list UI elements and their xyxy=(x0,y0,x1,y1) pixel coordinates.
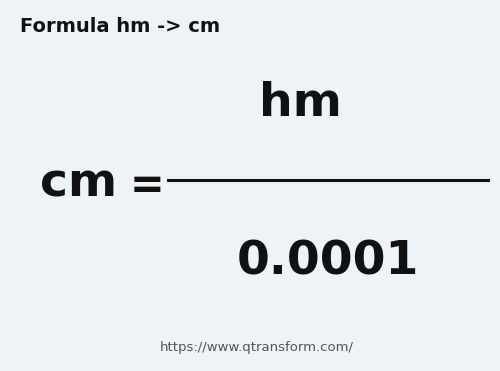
Text: cm: cm xyxy=(40,161,117,206)
Text: https://www.qtransform.com/: https://www.qtransform.com/ xyxy=(160,341,354,354)
Text: =: = xyxy=(130,164,165,207)
Text: hm: hm xyxy=(258,81,342,127)
Text: Formula hm -> cm: Formula hm -> cm xyxy=(20,17,220,36)
Text: 0.0001: 0.0001 xyxy=(236,239,418,284)
